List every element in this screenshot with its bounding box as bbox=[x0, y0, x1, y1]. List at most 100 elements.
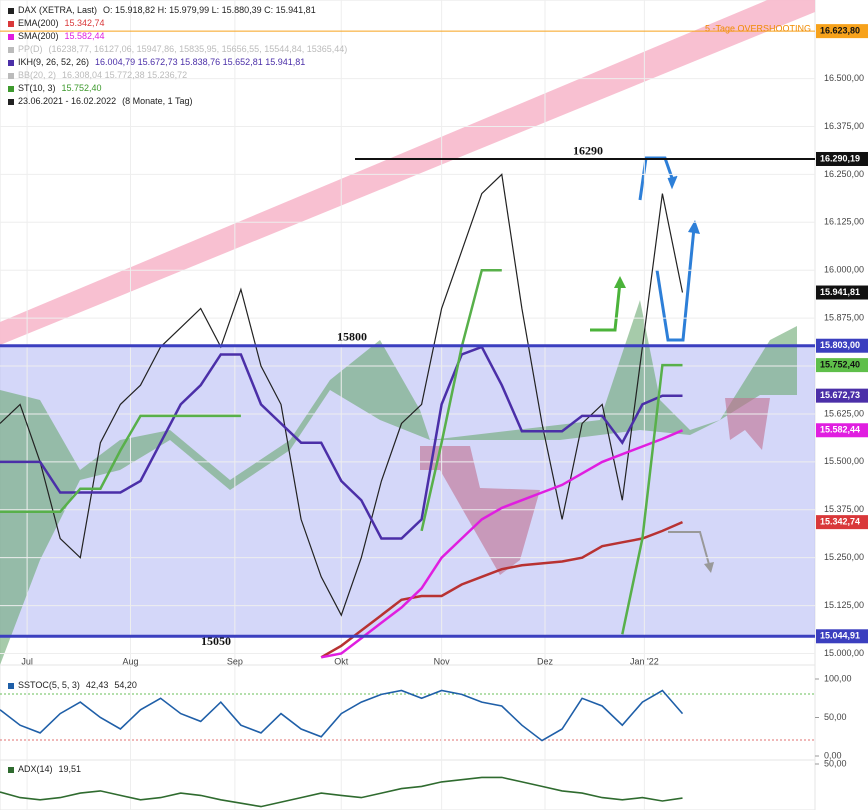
ichimoku-cloud-red bbox=[420, 446, 540, 575]
x-tick-label: Dez bbox=[537, 656, 554, 666]
arrow-head bbox=[704, 562, 714, 573]
price-badge bbox=[816, 629, 868, 644]
arrow-head bbox=[667, 175, 678, 190]
series-line bbox=[0, 414, 241, 513]
y-tick-label: 50,00 bbox=[824, 712, 847, 722]
legend-text: IKH(9, 26, 52, 26) 16.004,79 15.672,73 15… bbox=[18, 57, 305, 67]
price-badge bbox=[816, 423, 868, 438]
legend-swatch bbox=[8, 683, 14, 689]
legend-name: IKH(9, 26, 52, 26) bbox=[18, 57, 89, 67]
legend-name: DAX (XETRA, Last) bbox=[18, 5, 97, 15]
series-line bbox=[320, 429, 683, 659]
y-tick-label: 16.500,00 bbox=[824, 73, 864, 83]
price-badge-label: 15.044,91 bbox=[820, 631, 860, 641]
arrow-head bbox=[614, 276, 626, 288]
price-badge-label: 15.803,00 bbox=[820, 340, 860, 350]
price-badge-label: 16.623,80 bbox=[820, 25, 860, 35]
y-tick-label: 15.125,00 bbox=[824, 600, 864, 610]
drawn-arrow bbox=[590, 281, 622, 332]
legend-text: SSTOC(5, 5, 3) 42,43 54,20 bbox=[18, 680, 137, 690]
series-line bbox=[0, 345, 683, 540]
price-badge-label: 16.290,19 bbox=[820, 153, 860, 163]
legend-text: SMA(200) 15.582,44 bbox=[18, 31, 105, 41]
legend-value: 15.582,44 bbox=[65, 31, 105, 41]
ichimoku-cloud-green bbox=[0, 300, 797, 665]
legend-value: 42,43 bbox=[86, 680, 109, 690]
annotation: 15800 bbox=[337, 329, 367, 343]
legend-text: ADX(14) 19,51 bbox=[18, 764, 81, 774]
y-tick-label: 16.000,00 bbox=[824, 265, 864, 275]
legend-name: SMA(200) bbox=[18, 31, 59, 41]
y-tick-label: 0,00 bbox=[824, 750, 842, 760]
series-line bbox=[621, 363, 683, 635]
series-line bbox=[0, 689, 684, 742]
legend-name: SSTOC(5, 5, 3) bbox=[18, 680, 80, 690]
y-tick-label: 15.500,00 bbox=[824, 456, 864, 466]
legend-name: EMA(200) bbox=[18, 18, 59, 28]
annotation: 16290 bbox=[573, 144, 603, 158]
y-tick-label: 50,00 bbox=[824, 758, 847, 768]
y-tick-label: 15.250,00 bbox=[824, 552, 864, 562]
y-tick-label: 15.000,00 bbox=[824, 648, 864, 658]
trend-channel bbox=[0, 0, 815, 345]
series-line bbox=[320, 520, 684, 659]
legend-text: DAX (XETRA, Last) O: 15.918,82 H: 15.979,… bbox=[18, 5, 316, 15]
legend-value: 54,20 bbox=[114, 680, 137, 690]
legend-swatch bbox=[8, 99, 14, 105]
legend-name: PP(D) bbox=[18, 44, 43, 54]
price-badge-label: 15.752,40 bbox=[820, 359, 860, 369]
legend-name: ADX(14) bbox=[18, 764, 53, 774]
annotation: 15050 bbox=[201, 634, 231, 648]
price-badge bbox=[816, 388, 868, 403]
x-tick-label: Jan '22 bbox=[630, 656, 659, 666]
y-tick-label: 15.375,00 bbox=[824, 504, 864, 514]
price-badge-label: 15.672,73 bbox=[820, 390, 860, 400]
price-badge bbox=[816, 515, 868, 530]
y-tick-label: 16.375,00 bbox=[824, 121, 864, 131]
legend-swatch bbox=[8, 86, 14, 92]
x-tick-label: Aug bbox=[122, 656, 138, 666]
legend-text: BB(20, 2) 16.308,04 15.772,38 15.236,72 bbox=[18, 70, 187, 80]
y-tick-label: 16.250,00 bbox=[824, 169, 864, 179]
series-line bbox=[0, 776, 683, 808]
x-tick-label: Okt bbox=[334, 656, 349, 666]
legend-value: 19,51 bbox=[59, 764, 82, 774]
legend-value: (8 Monate, 1 Tag) bbox=[122, 96, 192, 106]
ichimoku-cloud-red bbox=[725, 398, 770, 450]
adx-pane bbox=[0, 759, 816, 810]
legend-value: 16.308,04 15.772,38 15.236,72 bbox=[62, 70, 187, 80]
legend-swatch bbox=[8, 21, 14, 27]
legend-value: 16.004,79 15.672,73 15.838,76 15.652,81 … bbox=[95, 57, 305, 67]
price-badge bbox=[816, 151, 868, 166]
x-tick-label: Sep bbox=[227, 656, 243, 666]
price-badge bbox=[816, 338, 868, 353]
price-badge bbox=[816, 358, 868, 373]
legend-swatch bbox=[8, 73, 14, 79]
legend-swatch bbox=[8, 8, 14, 14]
legend-text: EMA(200) 15.342,74 bbox=[18, 18, 105, 28]
price-badge-label: 15.582,44 bbox=[820, 425, 860, 435]
legend-swatch bbox=[8, 47, 14, 53]
legend-name: ST(10, 3) bbox=[18, 83, 56, 93]
price-badge-label: 15.941,81 bbox=[820, 287, 860, 297]
legend-swatch bbox=[8, 34, 14, 40]
y-tick-label: 15.625,00 bbox=[824, 408, 864, 418]
y-tick-label: 16.125,00 bbox=[824, 217, 864, 227]
legend-text: 23.06.2021 - 16.02.2022 (8 Monate, 1 Tag) bbox=[18, 96, 192, 106]
legend-text: ST(10, 3) 15.752,40 bbox=[18, 83, 102, 93]
legend-swatch bbox=[8, 60, 14, 66]
legend-value: 15.342,74 bbox=[65, 18, 105, 28]
y-tick-label: 100,00 bbox=[824, 673, 852, 683]
legend-value: (16238,77, 16127,06, 15947,86, 15835,95,… bbox=[49, 44, 348, 54]
price-badge bbox=[816, 24, 868, 39]
price-badge bbox=[816, 285, 868, 300]
series-line bbox=[0, 173, 684, 617]
legend-name: 23.06.2021 - 16.02.2022 bbox=[18, 96, 116, 106]
arrow-head bbox=[688, 220, 700, 234]
y-tick-label: 15.875,00 bbox=[824, 313, 864, 323]
legend-swatch bbox=[8, 767, 14, 773]
legend-name: BB(20, 2) bbox=[18, 70, 56, 80]
legend-value: 15.752,40 bbox=[62, 83, 102, 93]
